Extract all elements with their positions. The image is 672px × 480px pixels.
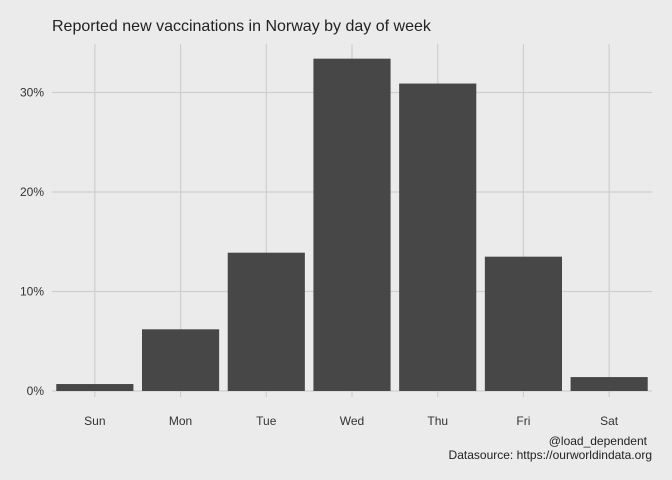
bar-fri (484, 256, 562, 391)
y-tick-label: 20% (20, 185, 44, 199)
y-tick-label: 10% (20, 285, 44, 299)
y-tick-label: 0% (27, 384, 45, 398)
x-tick-label: Tue (256, 414, 277, 428)
bar-tue (227, 252, 305, 391)
y-tick-label: 30% (20, 86, 44, 100)
x-tick-label: Sat (600, 414, 619, 428)
bar-sun (56, 384, 134, 391)
x-tick-label: Fri (516, 414, 530, 428)
x-tick-label: Thu (427, 414, 448, 428)
y-axis-tick-labels: 0% 10% 20% 30% (20, 86, 44, 399)
bar-mon (142, 329, 220, 391)
x-axis-tick-labels: Sun Mon Tue Wed Thu Fri Sat (84, 414, 619, 428)
bar-wed (313, 58, 391, 392)
x-tick-label: Wed (340, 414, 364, 428)
caption-datasource: Datasource: https://ourworldindata.org (449, 448, 652, 462)
chart-title: Reported new vaccinations in Norway by d… (52, 18, 432, 35)
x-tick-label: Sun (84, 414, 105, 428)
bar-thu (399, 83, 477, 392)
bars (56, 58, 648, 392)
bar-sat (570, 377, 648, 391)
x-tick-label: Mon (169, 414, 192, 428)
caption-author: @load_dependent (549, 434, 648, 448)
